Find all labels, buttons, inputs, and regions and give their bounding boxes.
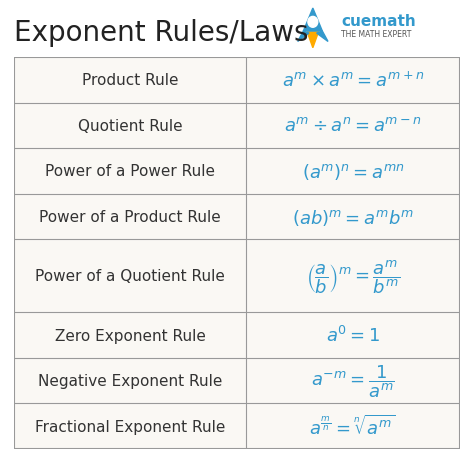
Text: Negative Exponent Rule: Negative Exponent Rule <box>38 373 222 388</box>
Text: Fractional Exponent Rule: Fractional Exponent Rule <box>35 419 225 434</box>
Text: $a^0 = 1$: $a^0 = 1$ <box>326 325 380 345</box>
Circle shape <box>308 17 318 28</box>
Text: Power of a Product Rule: Power of a Product Rule <box>39 210 221 225</box>
Text: $(a^m)^n = a^{mn}$: $(a^m)^n = a^{mn}$ <box>301 162 404 181</box>
Text: Product Rule: Product Rule <box>82 73 178 88</box>
Text: $\left(\dfrac{a}{b}\right)^{m} = \dfrac{a^m}{b^m}$: $\left(\dfrac{a}{b}\right)^{m} = \dfrac{… <box>306 257 400 295</box>
Text: Quotient Rule: Quotient Rule <box>78 119 182 134</box>
Polygon shape <box>298 32 309 42</box>
Polygon shape <box>303 9 322 32</box>
Text: cuemath: cuemath <box>341 14 416 29</box>
Text: Exponent Rules/Laws: Exponent Rules/Laws <box>14 19 309 46</box>
Text: $a^m \times a^m = a^{m+n}$: $a^m \times a^m = a^{m+n}$ <box>282 71 424 90</box>
Text: $a^{\frac{m}{n}} = \sqrt[n]{a^m}$: $a^{\frac{m}{n}} = \sqrt[n]{a^m}$ <box>310 414 396 438</box>
Text: $(ab)^m = a^m b^m$: $(ab)^m = a^m b^m$ <box>292 207 414 227</box>
Polygon shape <box>307 33 319 49</box>
Text: $a^{-m} = \dfrac{1}{a^m}$: $a^{-m} = \dfrac{1}{a^m}$ <box>311 363 395 399</box>
Polygon shape <box>317 32 328 42</box>
Text: Zero Exponent Rule: Zero Exponent Rule <box>55 328 206 343</box>
Text: Power of a Quotient Rule: Power of a Quotient Rule <box>35 269 225 284</box>
FancyBboxPatch shape <box>14 58 460 449</box>
Text: $a^m \div a^n = a^{m-n}$: $a^m \div a^n = a^{m-n}$ <box>284 117 422 135</box>
Text: Power of a Power Rule: Power of a Power Rule <box>45 164 215 179</box>
Text: THE MATH EXPERT: THE MATH EXPERT <box>341 30 411 39</box>
